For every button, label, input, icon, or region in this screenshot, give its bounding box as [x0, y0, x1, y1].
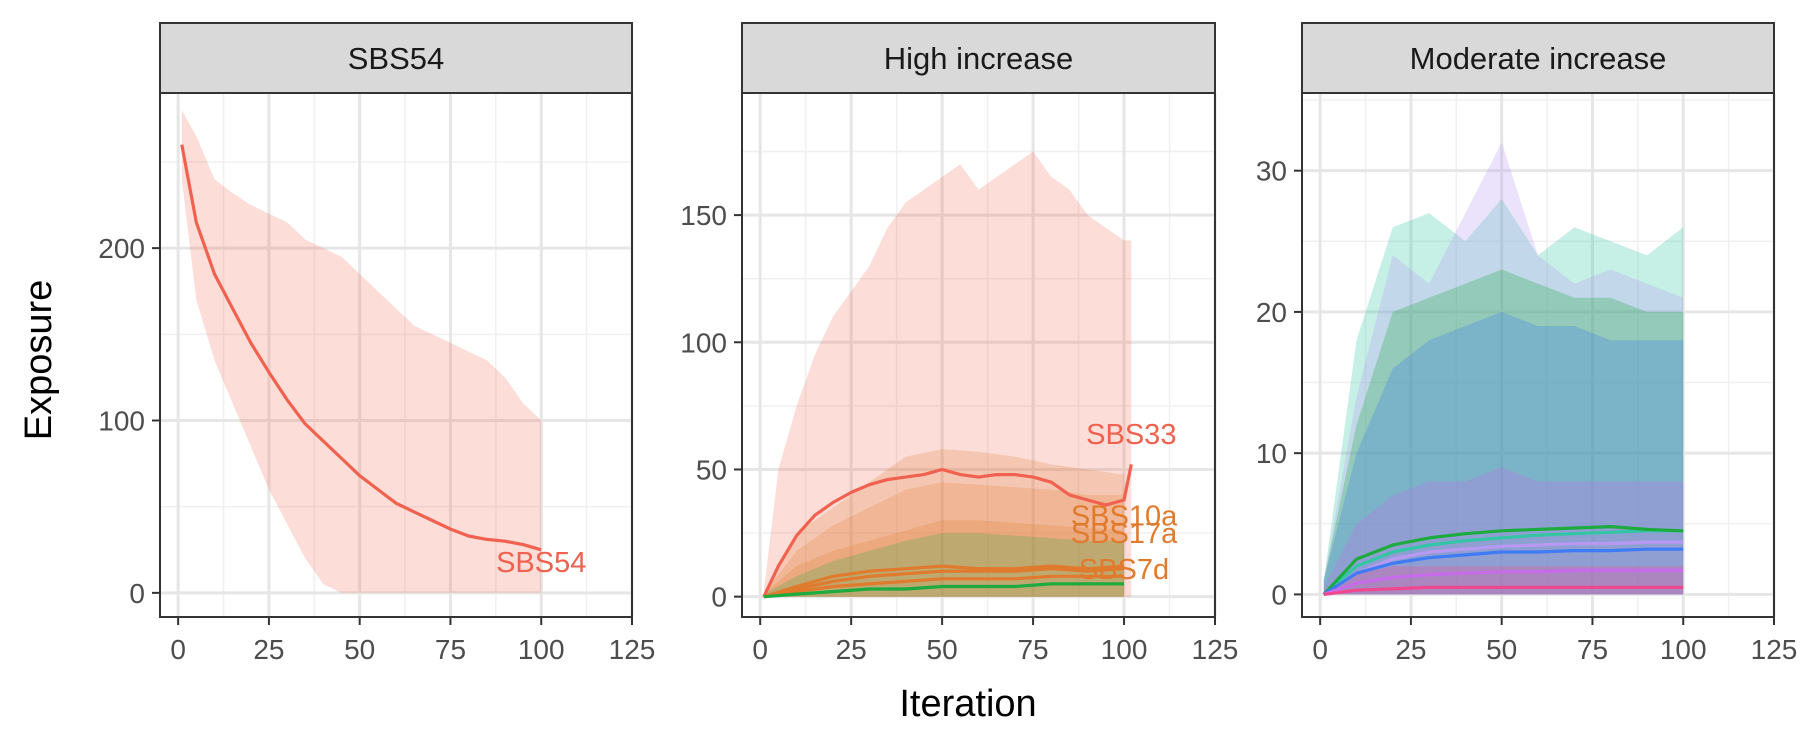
series-band	[763, 449, 1124, 597]
y-tick-label: 30	[1256, 156, 1287, 187]
x-tick-label: 50	[927, 634, 958, 665]
series-band	[1323, 198, 1684, 595]
x-tick-label: 100	[518, 634, 565, 665]
panel-3: Moderate increase 0 25 50 75 100 125 0 10 20 30	[1256, 22, 1798, 665]
x-tick-label: 100	[1101, 634, 1148, 665]
series-label: SBS10a	[1071, 500, 1178, 532]
x-tick-label: 50	[344, 634, 375, 665]
series-band	[1323, 142, 1684, 595]
x-tick-label: 0	[170, 634, 186, 665]
series-group	[762, 151, 1133, 599]
series-group	[1322, 142, 1684, 596]
x-tick-label: 125	[1192, 634, 1239, 665]
panel-strip	[741, 22, 1216, 94]
panel-strip-label: Moderate increase	[1410, 41, 1667, 76]
series-band	[1323, 311, 1684, 595]
x-tick-label: 100	[1660, 634, 1707, 665]
x-tick-label: 75	[1577, 634, 1608, 665]
x-axis-title: Iteration	[899, 683, 1036, 725]
series-line	[1322, 529, 1684, 596]
plot-background	[160, 93, 632, 617]
series-band	[1323, 269, 1684, 595]
series-line	[1322, 524, 1684, 596]
series-line	[180, 144, 542, 552]
x-tick-label: 25	[836, 634, 867, 665]
x-tick-label: 125	[1751, 634, 1798, 665]
panel-border	[1301, 92, 1775, 618]
series-band	[763, 151, 1132, 597]
series-label: SBS33	[1086, 419, 1176, 451]
x-tick-label: 25	[253, 634, 284, 665]
y-tick-label: 0	[1271, 579, 1287, 610]
y-tick-label: 10	[1256, 438, 1287, 469]
y-tick-label: 150	[680, 200, 727, 231]
series-line	[1322, 547, 1684, 596]
series-label: SBS17a	[1071, 518, 1178, 550]
panel-strip	[159, 22, 633, 94]
series-line	[1323, 568, 1684, 596]
y-tick-label: 0	[129, 578, 145, 609]
panel-1: SBS54 SBS54 0 25 50 75 100 125 0 100 200	[98, 22, 656, 665]
series-band	[181, 110, 542, 593]
y-tick-label: 100	[98, 406, 145, 437]
x-tick-label: 50	[1486, 634, 1517, 665]
panel-border	[159, 92, 633, 618]
y-tick-label: 50	[696, 454, 727, 485]
panel-strip-label: High increase	[884, 41, 1074, 76]
x-tick-label: 125	[609, 634, 656, 665]
series-line	[763, 567, 1125, 599]
series-line	[1322, 540, 1684, 596]
x-tick-label: 0	[1312, 634, 1328, 665]
series-line	[1323, 585, 1684, 596]
series-line	[763, 574, 1124, 599]
series-label: SBS7d	[1079, 554, 1169, 586]
panel-strip	[1301, 22, 1775, 94]
panel-strip-label: SBS54	[348, 41, 445, 76]
series-line	[763, 582, 1124, 599]
plot-background	[742, 93, 1215, 617]
x-tick-label: 75	[435, 634, 466, 665]
x-tick-label: 75	[1017, 634, 1048, 665]
y-tick-label: 100	[680, 327, 727, 358]
series-line	[763, 564, 1125, 599]
series-label: SBS54	[496, 547, 586, 579]
panel-border	[741, 92, 1216, 618]
y-tick-label: 0	[711, 582, 727, 613]
y-tick-label: 20	[1256, 297, 1287, 328]
series-line	[762, 464, 1133, 598]
x-tick-label: 0	[752, 634, 768, 665]
y-tick-label: 200	[98, 233, 145, 264]
series-group	[180, 110, 542, 593]
y-axis-title: Exposure	[18, 280, 60, 441]
x-tick-label: 25	[1395, 634, 1426, 665]
